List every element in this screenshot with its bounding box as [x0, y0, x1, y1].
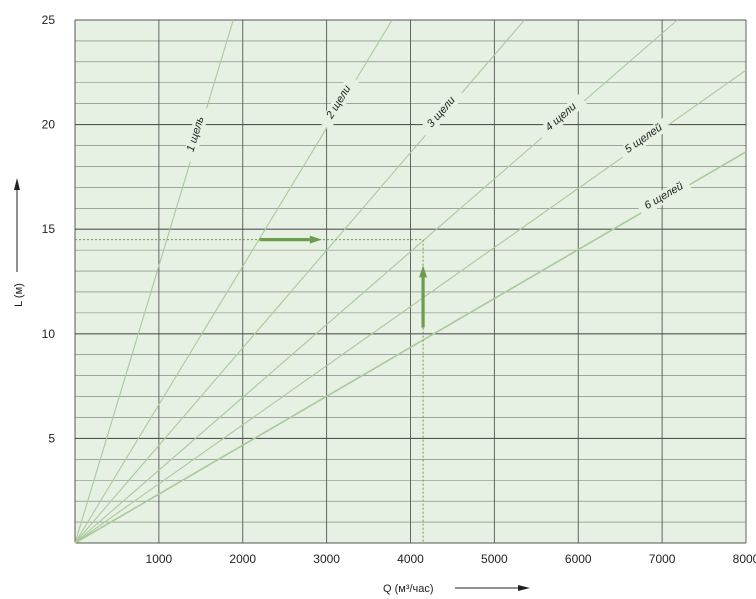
series-label-bg — [319, 75, 360, 130]
series-label-bg — [535, 94, 587, 141]
grid — [74, 19, 747, 544]
series-line — [74, 19, 234, 544]
x-tick-labels: 1000 2000 3000 4000 5000 6000 7000 8000 — [146, 552, 756, 566]
x-tick-label: 7000 — [649, 552, 676, 566]
y-axis-title: L (м) — [13, 283, 25, 307]
x-axis-arrow — [455, 585, 530, 591]
x-tick-label: 6000 — [565, 552, 592, 566]
arrow-up-head — [419, 265, 428, 278]
y-tick-label: 25 — [42, 13, 56, 27]
y-tick-labels: 5 10 15 20 25 — [42, 13, 56, 445]
x-axis-title: Q (м³/час) — [383, 583, 434, 595]
x-tick-label: 3000 — [313, 552, 340, 566]
annotations — [75, 235, 428, 543]
x-tick-label: 8000 — [733, 552, 756, 566]
x-tick-label: 5000 — [481, 552, 508, 566]
series-label-bg — [617, 117, 671, 161]
series-line — [74, 151, 747, 544]
x-tick-label: 4000 — [397, 552, 424, 566]
y-tick-label: 20 — [42, 118, 56, 132]
arrow-right-head — [309, 235, 322, 244]
series-label-bg — [636, 176, 692, 217]
y-axis-arrow — [14, 178, 20, 272]
series-label-bg — [181, 105, 211, 164]
y-tick-label: 15 — [42, 222, 56, 236]
y-tick-label: 5 — [48, 431, 55, 445]
series-label-bg — [418, 87, 465, 138]
y-tick-label: 10 — [42, 327, 56, 341]
x-tick-label: 1000 — [146, 552, 173, 566]
x-tick-label: 2000 — [229, 552, 256, 566]
